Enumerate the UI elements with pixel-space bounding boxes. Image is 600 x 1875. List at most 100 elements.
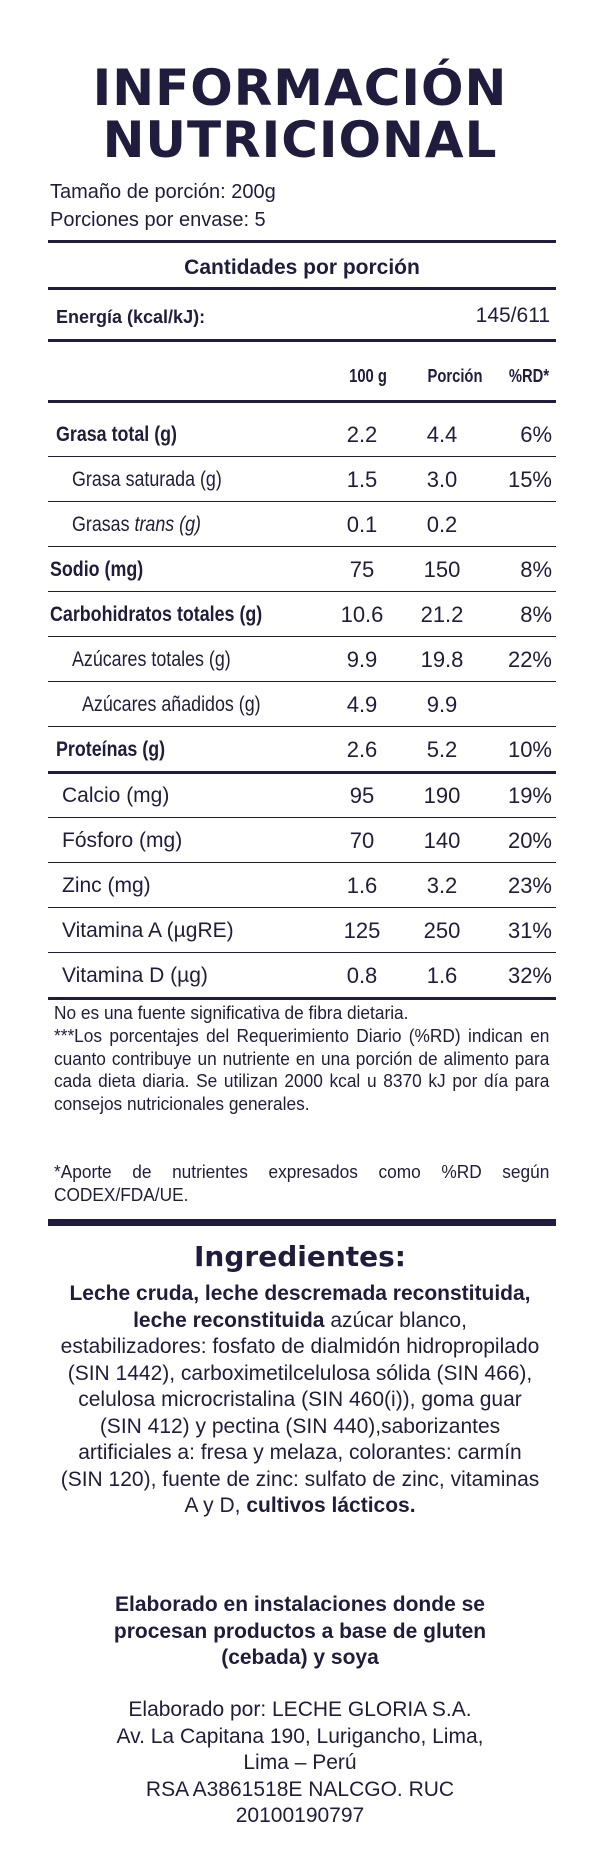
- value-100g: 125: [343, 918, 381, 943]
- amounts-heading: Cantidades por porción: [184, 256, 420, 279]
- row-divider: [48, 907, 556, 908]
- value-100g: 9.9: [346, 647, 378, 672]
- value-100g: 1.6: [346, 873, 378, 898]
- nutrient-label-italic: trans (g): [134, 513, 201, 536]
- ingredients-body: azúcar blanco, estabilizadores: fosfato …: [60, 1308, 540, 1518]
- value-portion: 21.2: [420, 602, 464, 627]
- nutrient-label: Azúcares totales (g): [72, 648, 231, 671]
- value-portion: 190: [423, 783, 461, 808]
- value-rd: 15%: [507, 467, 552, 492]
- value-rd: 32%: [507, 963, 552, 988]
- divider: [48, 997, 556, 1000]
- value-portion: 3.2: [426, 873, 458, 898]
- table-row-trans-fat: Grasas trans (g) 0.1 0.2: [48, 502, 556, 546]
- rd-note: ***Los porcentajes del Requerimiento Dia…: [54, 1026, 550, 1114]
- table-row-protein: Proteínas (g) 2.6 5.2 10%: [48, 727, 556, 771]
- value-portion: 150: [423, 557, 461, 582]
- value-portion: 1.6: [426, 963, 458, 988]
- manufacturer-line: Av. La Capitana 190, Lurigancho, Lima,: [116, 1724, 484, 1748]
- divider: [48, 771, 556, 774]
- value-100g: 95: [349, 783, 375, 808]
- nutrient-label-prefix: Grasas: [72, 513, 135, 536]
- row-divider: [48, 636, 556, 637]
- label-title-line2: NUTRICIONAL: [102, 111, 498, 169]
- nutrient-label: Sodio (mg): [50, 558, 144, 581]
- nutrient-label: Proteínas (g): [56, 738, 166, 761]
- nutrient-label: Grasa total (g): [56, 423, 178, 446]
- row-divider: [48, 501, 556, 502]
- fiber-note: No es una fuente significativa de fibra …: [54, 1003, 409, 1023]
- nutrient-label: Calcio (mg): [62, 784, 170, 807]
- allergen-statement: Elaborado en instalaciones donde se proc…: [113, 1593, 487, 1669]
- value-portion: 5.2: [426, 737, 458, 762]
- nutrient-label: Grasa saturada (g): [72, 468, 222, 491]
- row-divider: [48, 681, 556, 682]
- table-row-sodium: Sodio (mg) 75 150 8%: [48, 547, 556, 591]
- table-row-saturated-fat: Grasa saturada (g) 1.5 3.0 15%: [48, 457, 556, 501]
- value-100g: 1.5: [346, 467, 378, 492]
- table-row-phosphorus: Fósforo (mg) 70 140 20%: [48, 818, 556, 862]
- value-portion: 140: [423, 828, 461, 853]
- manufacturer-line: RSA A3861518E NALCGO. RUC: [145, 1777, 455, 1801]
- nutrient-label: Azúcares añadidos (g): [82, 693, 261, 716]
- value-rd: 6%: [520, 422, 552, 447]
- manufacturer-info: Elaborado por: LECHE GLORIA S.A. Av. La …: [60, 1697, 540, 1830]
- value-100g: 0.1: [346, 512, 378, 537]
- manufacturer-line: Elaborado por: LECHE GLORIA S.A.: [128, 1698, 472, 1721]
- table-row-zinc: Zinc (mg) 1.6 3.2 23%: [48, 863, 556, 907]
- row-divider: [48, 952, 556, 953]
- energy-label: Energía (kcal/kJ):: [56, 307, 206, 327]
- ingredients-text: Leche cruda, leche descremada reconstitu…: [58, 1281, 542, 1520]
- row-divider: [48, 862, 556, 863]
- servings-per-container: Porciones por envase: 5: [50, 209, 266, 231]
- value-100g: 75: [349, 557, 375, 582]
- table-row-vitamin-a: Vitamina A (µgRE) 125 250 31%: [48, 908, 556, 952]
- value-100g: 10.6: [340, 602, 384, 627]
- value-100g: 2.2: [346, 422, 378, 447]
- nutrient-label: Fósforo (mg): [62, 829, 183, 852]
- nutrient-label: Vitamina D (µg): [62, 964, 208, 987]
- manufacturer-line: 20100190797: [235, 1804, 365, 1827]
- row-divider: [48, 546, 556, 547]
- nutrient-label: Carbohidratos totales (g): [50, 603, 263, 626]
- serving-size: Tamaño de porción: 200g: [50, 181, 276, 203]
- manufacturer-line: Lima – Perú: [243, 1751, 357, 1774]
- value-rd: 31%: [507, 918, 552, 943]
- value-rd: 20%: [507, 828, 552, 853]
- table-row-total-fat: Grasa total (g) 2.2 4.4 6%: [48, 412, 556, 456]
- ingredients-title: Ingredientes:: [194, 1240, 406, 1273]
- nutrient-label: Zinc (mg): [62, 874, 151, 897]
- energy-value: 145/611: [475, 304, 550, 327]
- value-rd: 23%: [507, 873, 552, 898]
- divider: [48, 240, 556, 243]
- table-row-vitamin-d: Vitamina D (µg) 0.8 1.6 32%: [48, 953, 556, 997]
- value-rd: 10%: [507, 737, 552, 762]
- value-100g: 4.9: [346, 692, 378, 717]
- row-divider: [48, 726, 556, 727]
- row-divider: [48, 817, 556, 818]
- value-100g: 2.6: [346, 737, 378, 762]
- row-divider: [48, 456, 556, 457]
- nutrient-label: Vitamina A (µgRE): [62, 919, 234, 942]
- value-portion: 0.2: [426, 512, 458, 537]
- row-divider: [48, 591, 556, 592]
- table-row-total-sugars: Azúcares totales (g) 9.9 19.8 22%: [48, 637, 556, 681]
- column-header-portion: Porción: [427, 366, 483, 386]
- ingredients-bold-start: Leche cruda, leche descremada reconstitu…: [69, 1282, 531, 1332]
- value-portion: 19.8: [420, 647, 464, 672]
- value-rd: 8%: [520, 602, 552, 627]
- table-row-total-carbs: Carbohidratos totales (g) 10.6 21.2 8%: [48, 592, 556, 636]
- value-portion: 9.9: [426, 692, 458, 717]
- table-row-calcium: Calcio (mg) 95 190 19%: [48, 773, 556, 817]
- value-rd: 8%: [520, 557, 552, 582]
- label-title-line1: INFORMACIÓN: [92, 59, 508, 117]
- value-100g: 0.8: [346, 963, 378, 988]
- divider: [48, 287, 556, 290]
- column-header-rd: %RD*: [508, 366, 550, 386]
- ingredients-bold-end: cultivos lácticos.: [246, 1494, 416, 1517]
- divider: [48, 339, 556, 342]
- section-divider: [48, 1219, 556, 1226]
- column-header-100g: 100 g: [349, 366, 387, 386]
- divider: [48, 400, 556, 403]
